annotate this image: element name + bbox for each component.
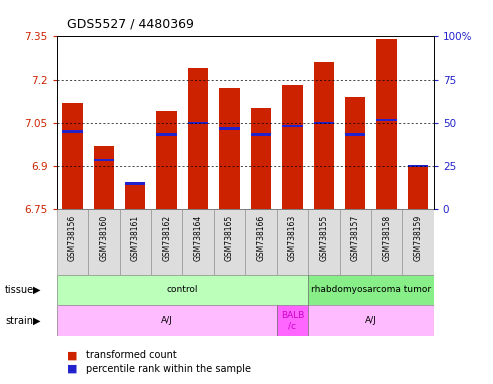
Bar [125, 182, 145, 185]
Bar [377, 119, 397, 121]
Bar [282, 86, 303, 209]
Bar [62, 131, 83, 133]
Bar [188, 122, 209, 124]
Text: GSM738162: GSM738162 [162, 215, 171, 261]
Text: percentile rank within the sample: percentile rank within the sample [86, 364, 251, 374]
Bar [371, 209, 402, 275]
Bar [277, 305, 308, 336]
Text: ■: ■ [67, 350, 77, 360]
Text: GSM738156: GSM738156 [68, 215, 77, 261]
Text: GSM738155: GSM738155 [319, 215, 328, 261]
Text: tissue: tissue [5, 285, 34, 295]
Bar [408, 165, 428, 167]
Bar [119, 209, 151, 275]
Text: GSM738165: GSM738165 [225, 215, 234, 261]
Bar [188, 68, 209, 209]
Text: A/J: A/J [365, 316, 377, 325]
Text: GSM738166: GSM738166 [256, 215, 266, 261]
Text: GSM738161: GSM738161 [131, 215, 140, 261]
Text: ■: ■ [67, 364, 77, 374]
Bar [314, 63, 334, 209]
Text: GDS5527 / 4480369: GDS5527 / 4480369 [67, 17, 193, 30]
Text: GSM738159: GSM738159 [414, 215, 423, 261]
Bar [245, 209, 277, 275]
Bar [57, 209, 88, 275]
Text: transformed count: transformed count [86, 350, 177, 360]
Text: A/J: A/J [161, 316, 173, 325]
Bar [308, 275, 434, 305]
Bar [62, 103, 83, 209]
Text: BALB
/c: BALB /c [281, 311, 304, 330]
Text: GSM738158: GSM738158 [382, 215, 391, 261]
Bar [340, 209, 371, 275]
Bar [57, 305, 277, 336]
Bar [94, 146, 114, 209]
Bar [57, 275, 308, 305]
Bar [277, 209, 308, 275]
Bar [408, 166, 428, 209]
Bar [214, 209, 246, 275]
Bar [282, 124, 303, 127]
Bar [156, 133, 177, 136]
Bar [219, 88, 240, 209]
Text: ▶: ▶ [33, 316, 41, 326]
Bar [251, 133, 271, 136]
Bar [156, 111, 177, 209]
Bar [219, 127, 240, 130]
Bar [88, 209, 119, 275]
Bar [377, 40, 397, 209]
Bar [345, 133, 365, 136]
Bar [182, 209, 214, 275]
Bar [402, 209, 434, 275]
Bar [314, 122, 334, 124]
Bar [251, 109, 271, 209]
Text: GSM738160: GSM738160 [99, 215, 108, 261]
Bar [345, 97, 365, 209]
Bar [94, 159, 114, 161]
Bar [308, 305, 434, 336]
Text: control: control [167, 285, 198, 295]
Text: GSM738157: GSM738157 [351, 215, 360, 261]
Text: GSM738163: GSM738163 [288, 215, 297, 261]
Text: ▶: ▶ [33, 285, 41, 295]
Text: strain: strain [5, 316, 33, 326]
Text: rhabdomyosarcoma tumor: rhabdomyosarcoma tumor [311, 285, 431, 295]
Bar [125, 184, 145, 209]
Text: GSM738164: GSM738164 [194, 215, 203, 261]
Bar [151, 209, 182, 275]
Bar [308, 209, 340, 275]
